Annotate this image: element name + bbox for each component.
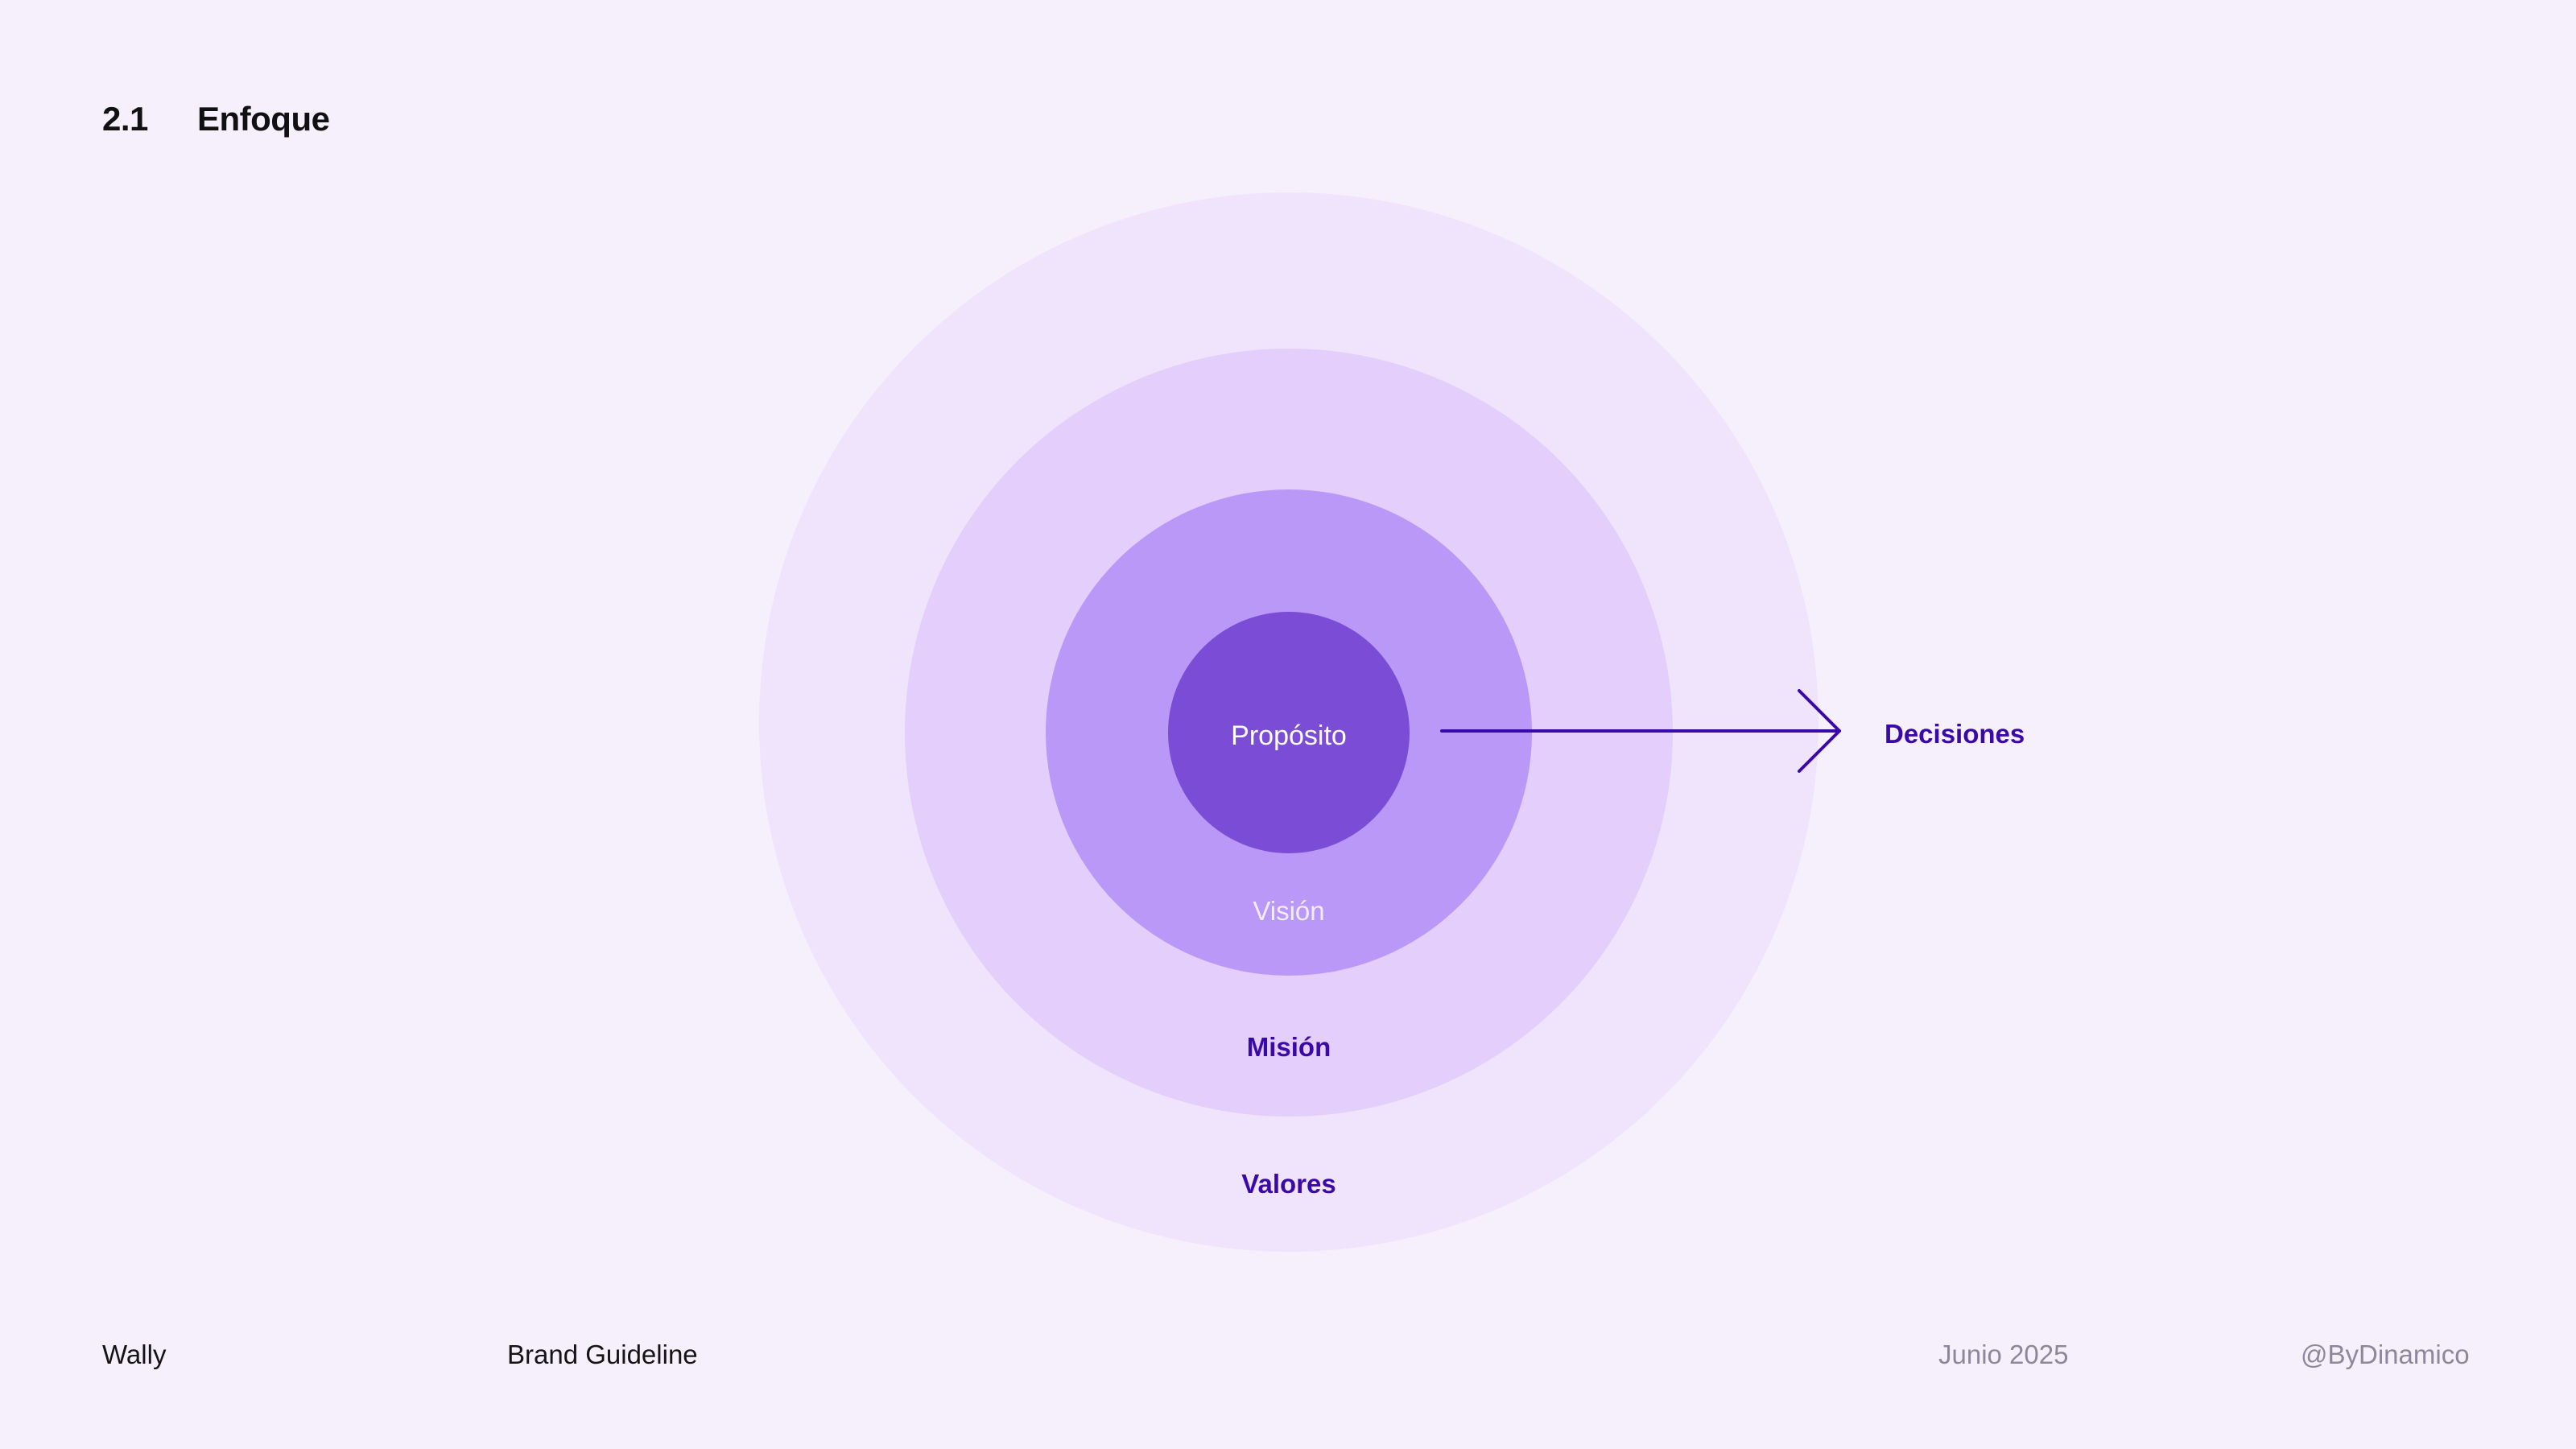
layer-mision-label: Misión xyxy=(1247,1032,1331,1062)
arrow-head xyxy=(1798,689,1841,773)
section-number: 2.1 xyxy=(102,100,148,138)
layer-valores-label: Valores xyxy=(1241,1169,1335,1199)
layer-proposito-circle xyxy=(1168,612,1410,853)
layer-vision-label: Visión xyxy=(1253,896,1324,926)
footer-handle: @ByDinamico xyxy=(2301,1340,2470,1369)
layer-proposito-label: Propósito xyxy=(1231,720,1347,751)
footer-brand: Wally xyxy=(102,1340,167,1369)
decisiones-label: Decisiones xyxy=(1885,719,2025,749)
page-title: Enfoque xyxy=(197,100,330,138)
footer-date: Junio 2025 xyxy=(1938,1340,2069,1369)
arrow-right-icon xyxy=(1440,689,1841,773)
footer-document: Brand Guideline xyxy=(507,1340,698,1369)
page-header: 2.1 Enfoque xyxy=(102,100,330,138)
